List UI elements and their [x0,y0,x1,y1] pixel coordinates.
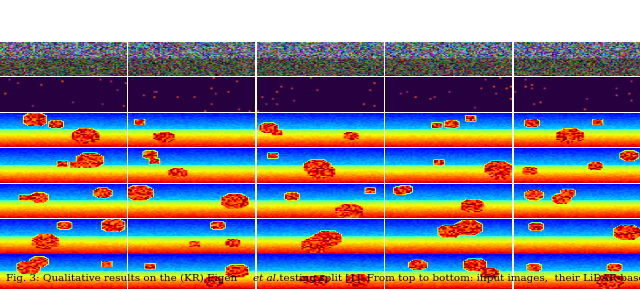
Text: testing split [1]. From top to bottom: input images,  their LiDAR-based depth: testing split [1]. From top to bottom: i… [276,274,640,283]
Text: Fig. 3: Qualitative results on the (KR) Eigen: Fig. 3: Qualitative results on the (KR) … [6,274,241,283]
Text: et al.: et al. [253,274,280,283]
